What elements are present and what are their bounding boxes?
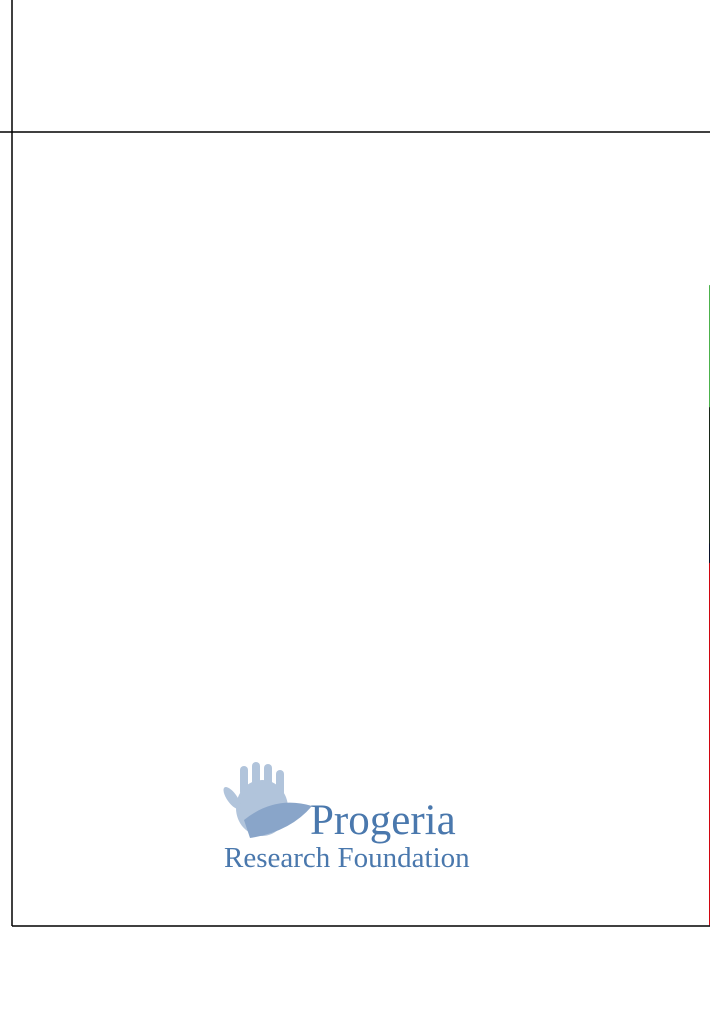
watermark-line1: Progeria xyxy=(310,797,456,844)
watermark-line2: Research Foundation xyxy=(224,842,470,874)
watermark: Progeria Research Foundation xyxy=(216,760,516,878)
hand-logo-icon xyxy=(223,762,312,838)
